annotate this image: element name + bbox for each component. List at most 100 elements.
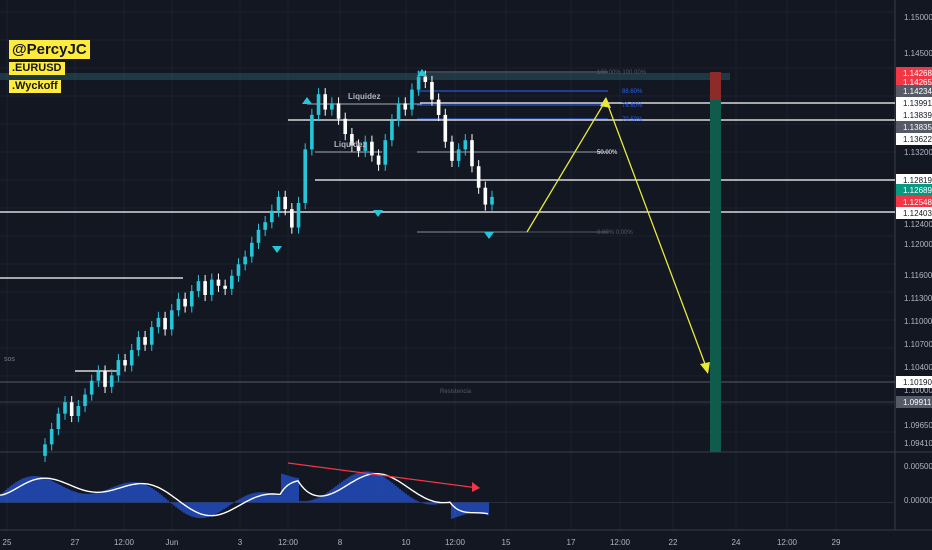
time-tick-label: Jun bbox=[166, 538, 179, 547]
time-tick-label: 3 bbox=[238, 538, 243, 547]
candle-body bbox=[69, 402, 74, 416]
candle-body bbox=[136, 337, 141, 351]
candle-body bbox=[250, 242, 254, 257]
price-badge-label: 1.13839 bbox=[903, 111, 932, 120]
price-badge-label: 1.09911 bbox=[903, 398, 932, 407]
candle-body bbox=[436, 99, 441, 115]
liquidity-label: Liquidez bbox=[348, 92, 380, 101]
price-badge-label: 1.12548 bbox=[903, 198, 932, 207]
candle-body bbox=[223, 285, 227, 289]
candle-body bbox=[89, 380, 94, 395]
high-marker-icon bbox=[417, 69, 427, 76]
low-marker-icon bbox=[373, 210, 383, 217]
candle-body bbox=[43, 444, 47, 456]
candle-body bbox=[116, 360, 121, 376]
candle-body bbox=[236, 264, 241, 276]
candle-body bbox=[443, 114, 448, 142]
candle-body bbox=[129, 350, 134, 366]
candle-body bbox=[49, 429, 54, 445]
candle-body bbox=[143, 337, 147, 345]
low-marker-icon bbox=[272, 246, 282, 253]
price-tick-label: 1.11000 bbox=[904, 317, 932, 326]
candle-body bbox=[276, 196, 281, 211]
candle-body bbox=[456, 149, 461, 161]
candle-body bbox=[310, 114, 314, 150]
candle-body bbox=[196, 281, 201, 292]
time-tick-label: 29 bbox=[832, 538, 841, 547]
symbol-tag: .EURUSD bbox=[9, 62, 65, 75]
candle-body bbox=[96, 371, 101, 381]
candle-body bbox=[383, 140, 388, 165]
time-tick-label: 17 bbox=[567, 538, 576, 547]
price-badge bbox=[896, 196, 932, 208]
candle-body bbox=[149, 327, 154, 345]
price-badge bbox=[896, 396, 932, 408]
projection-arrowhead bbox=[700, 362, 710, 374]
horizontal-levels bbox=[0, 71, 895, 403]
candle-body bbox=[76, 406, 81, 416]
resistance-zone bbox=[0, 73, 730, 80]
candle-body bbox=[403, 103, 408, 110]
candle-body bbox=[163, 317, 167, 330]
time-tick-label: 24 bbox=[732, 538, 741, 547]
candle-body bbox=[83, 394, 87, 407]
candle-body bbox=[270, 210, 274, 223]
fib-label: 88.60% bbox=[622, 89, 643, 95]
price-candles bbox=[43, 70, 494, 462]
candle-body bbox=[330, 103, 334, 110]
candle-body bbox=[470, 140, 474, 167]
price-axis[interactable]: 1.150001.145001.140001.136001.132001.128… bbox=[896, 13, 932, 505]
time-tick-label: 12:00 bbox=[114, 538, 135, 547]
price-tick-label: 1.11300 bbox=[904, 294, 932, 303]
price-badge-label: 1.14234 bbox=[903, 87, 932, 96]
candle-body bbox=[410, 89, 414, 110]
candle-body bbox=[336, 103, 341, 119]
time-tick-label: 12:00 bbox=[777, 538, 798, 547]
candle-body bbox=[243, 256, 247, 265]
candle-body bbox=[430, 81, 434, 100]
price-tick-label: 1.10400 bbox=[904, 363, 932, 372]
price-badge-label: 1.10190 bbox=[903, 378, 932, 387]
price-badge bbox=[896, 207, 932, 219]
time-tick-label: 12:00 bbox=[445, 538, 466, 547]
indicator-signal-line bbox=[0, 473, 489, 517]
sos-label: sos bbox=[4, 356, 15, 363]
candle-body bbox=[256, 229, 261, 243]
price-badge bbox=[896, 97, 932, 109]
price-tick-label: 1.09410 bbox=[904, 439, 932, 448]
candle-body bbox=[56, 413, 61, 430]
author-tag: @PercyJC bbox=[9, 40, 90, 59]
time-tick-label: 15 bbox=[502, 538, 511, 547]
candle-body bbox=[303, 149, 307, 204]
price-badge bbox=[896, 174, 932, 186]
candle-body bbox=[103, 371, 107, 387]
candle-body bbox=[156, 317, 161, 328]
candle-body bbox=[396, 103, 401, 121]
candle-body bbox=[109, 375, 114, 387]
candle-body bbox=[209, 279, 214, 295]
time-tick-label: 8 bbox=[338, 538, 343, 547]
candle-body bbox=[356, 145, 361, 151]
candle-body bbox=[416, 76, 421, 90]
divergence-arrowhead bbox=[472, 482, 480, 492]
candle-body bbox=[169, 310, 174, 330]
candle-body bbox=[483, 187, 488, 205]
candle-body bbox=[463, 140, 468, 150]
time-axis[interactable]: 25 27 12:00 Jun 3 12:00 8 10 12:00 15 17 12:00 22 24 1… bbox=[3, 538, 841, 547]
price-badge-label: 1.12689 bbox=[903, 186, 932, 195]
price-badge bbox=[896, 133, 932, 145]
method-tag: .Wyckoff bbox=[9, 80, 61, 93]
liquidity-label: Liquidez bbox=[334, 140, 366, 149]
stop-zone bbox=[710, 72, 721, 100]
time-tick-label: 25 bbox=[3, 538, 12, 547]
candle-body bbox=[183, 298, 187, 307]
time-tick-label: 12:00 bbox=[610, 538, 631, 547]
candle-body bbox=[123, 360, 127, 366]
price-badge bbox=[896, 121, 932, 133]
candle-body bbox=[316, 94, 321, 115]
price-tick-label: 1.09650 bbox=[904, 421, 932, 430]
price-badge-label: 1.13622 bbox=[903, 135, 932, 144]
candle-body bbox=[216, 279, 221, 286]
price-tick-label: 1.12000 bbox=[904, 240, 932, 249]
